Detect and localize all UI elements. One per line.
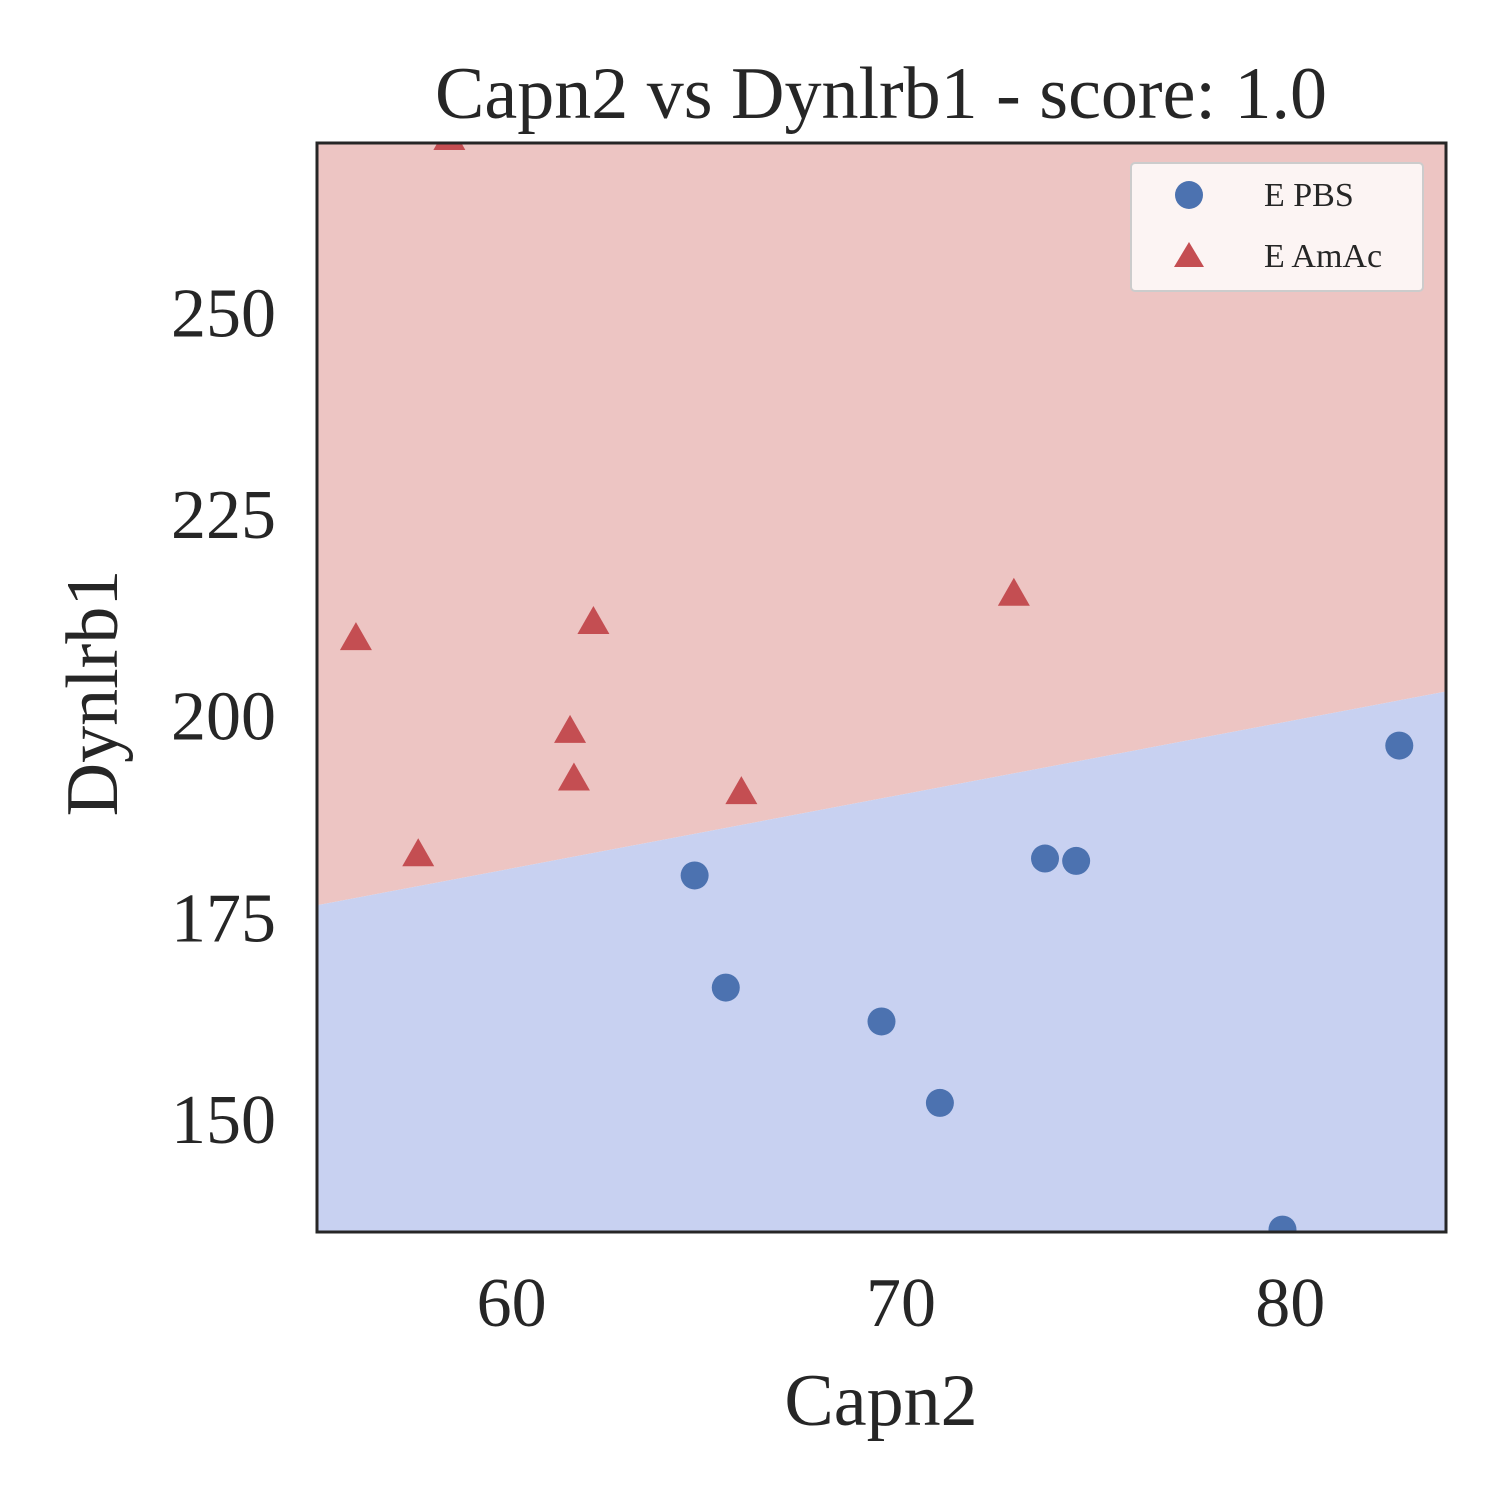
point-e-amac <box>402 838 435 867</box>
legend-marker-e-pbs <box>1175 181 1203 209</box>
point-e-amac <box>433 143 466 150</box>
legend-label-e-pbs: E PBS <box>1264 177 1354 214</box>
y-tick-label: 225 <box>171 477 276 554</box>
region-e-pbs <box>317 691 1446 1232</box>
chart-title: Capn2 vs Dynlrb1 - score: 1.0 <box>435 53 1327 135</box>
y-tick-label: 150 <box>171 1082 276 1159</box>
point-e-amac <box>997 577 1030 606</box>
point-e-pbs <box>1385 731 1414 760</box>
point-e-amac <box>557 762 590 791</box>
legend-box <box>1130 162 1424 292</box>
region-e-amac <box>317 143 1446 906</box>
point-e-pbs <box>1031 844 1060 873</box>
point-e-pbs <box>867 1007 896 1036</box>
point-e-pbs <box>711 973 740 1002</box>
point-e-pbs <box>1062 846 1091 875</box>
y-tick-label: 200 <box>171 679 276 756</box>
point-e-amac <box>725 776 758 805</box>
y-axis-ticks: 150 175 200 225 250 <box>171 275 276 1159</box>
x-tick-label: 70 <box>866 1265 936 1342</box>
x-tick-label: 60 <box>477 1265 547 1342</box>
point-e-amac <box>339 622 372 651</box>
legend: E PBS E AmAc <box>1130 162 1424 292</box>
x-axis-ticks: 60 70 80 <box>477 1265 1326 1342</box>
y-tick-label: 250 <box>171 275 276 352</box>
x-axis-label: Capn2 <box>784 1360 977 1442</box>
decision-regions <box>317 143 1446 1232</box>
y-axis-label: Dynlrb1 <box>52 570 134 817</box>
point-e-pbs <box>1268 1215 1297 1232</box>
plot-frame <box>315 141 1448 1234</box>
x-tick-label: 80 <box>1255 1265 1325 1342</box>
y-tick-label: 175 <box>171 880 276 957</box>
point-e-amac <box>577 605 610 634</box>
legend-label-e-amac: E AmAc <box>1264 238 1382 275</box>
legend-marker-e-amac <box>1174 242 1204 267</box>
point-e-pbs <box>680 861 709 890</box>
data-points <box>339 143 1414 1232</box>
point-e-amac <box>554 714 587 743</box>
point-e-pbs <box>925 1088 954 1117</box>
